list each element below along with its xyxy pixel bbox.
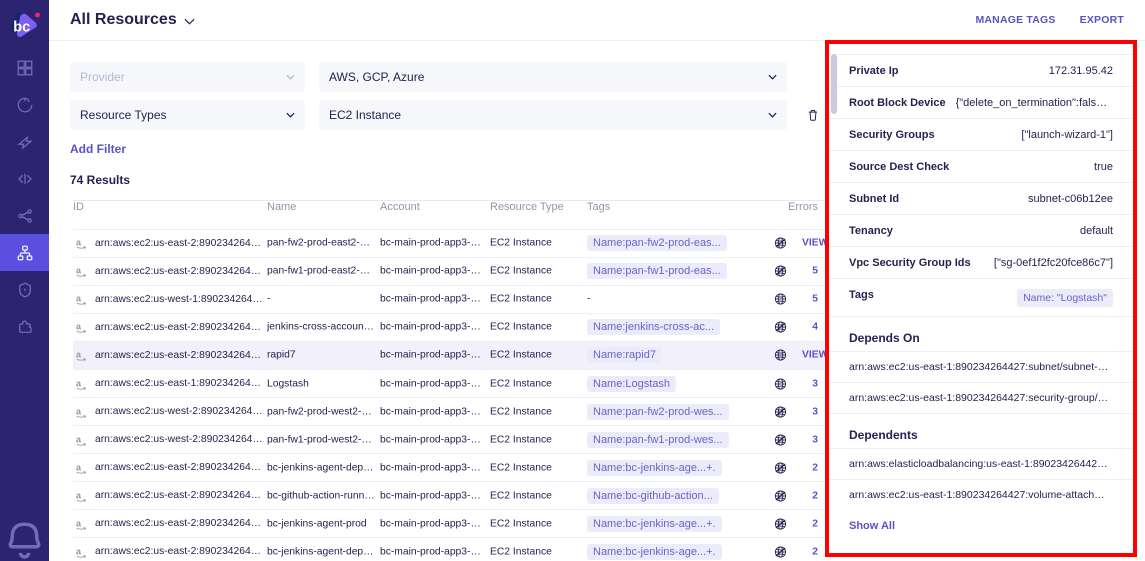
svg-text:a: a [76, 294, 82, 304]
svg-text:a: a [76, 378, 82, 388]
svg-text:a: a [76, 322, 82, 332]
svg-text:a: a [76, 462, 82, 472]
svg-text:a: a [76, 518, 82, 528]
svg-text:a: a [76, 490, 82, 500]
svg-text:a: a [76, 546, 82, 556]
svg-text:a: a [76, 238, 82, 248]
svg-text:a: a [76, 406, 82, 416]
svg-text:a: a [76, 266, 82, 276]
svg-text:a: a [76, 434, 82, 444]
svg-text:bc: bc [13, 19, 30, 35]
svg-text:a: a [76, 350, 82, 360]
